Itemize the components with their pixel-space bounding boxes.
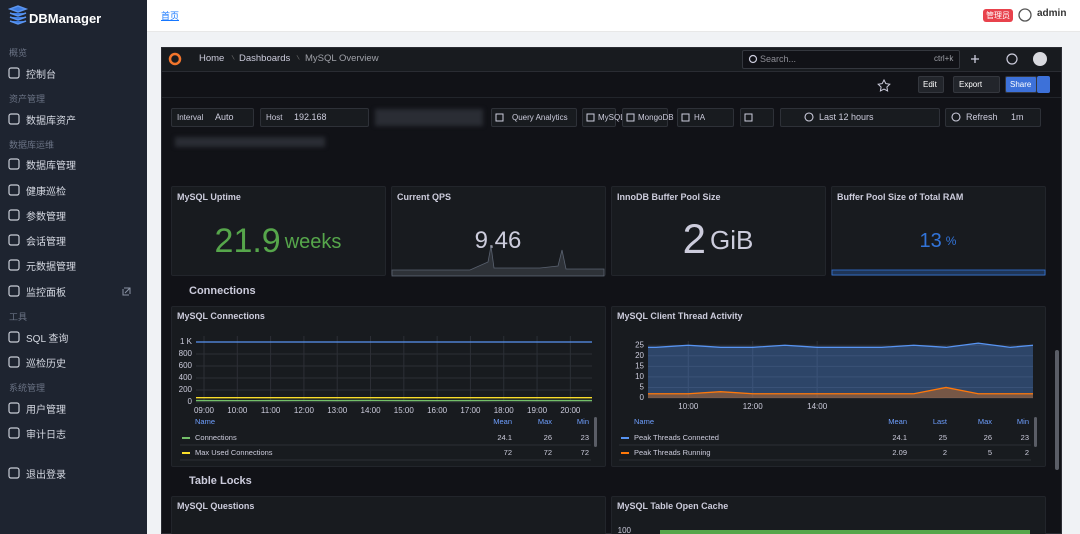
breadcrumb[interactable]: MySQL Overview [305, 53, 379, 64]
variable-box[interactable] [677, 108, 734, 127]
time-range[interactable]: Last 12 hours [819, 112, 874, 122]
variable-box[interactable] [582, 108, 616, 127]
search-shortcut: ctrl+k [934, 54, 954, 63]
variable-box[interactable] [780, 108, 940, 127]
section-heading: 资产管理 [9, 94, 46, 104]
variable-value: 192.168 [294, 112, 327, 122]
menu-item[interactable]: 数据库管理 [26, 161, 76, 172]
panel [171, 496, 606, 534]
topbar [147, 0, 1080, 32]
panel-title: MySQL Uptime [177, 192, 241, 202]
role-badge: 管理员 [983, 9, 1013, 22]
variable-box[interactable] [622, 108, 668, 127]
blurred-variables [175, 137, 325, 147]
menu-item[interactable]: 元数据管理 [26, 262, 76, 273]
user-name[interactable]: admin [1037, 8, 1067, 19]
section-heading: 系统管理 [9, 383, 46, 393]
panel [611, 496, 1046, 534]
menu-item[interactable]: 参数管理 [26, 212, 66, 223]
search-placeholder: Search... [760, 54, 797, 64]
variable-box[interactable] [260, 108, 369, 127]
menu-item[interactable]: SQL 查询 [26, 334, 69, 345]
refresh-interval[interactable]: 1m [1011, 112, 1024, 122]
variable-value: Auto [215, 112, 234, 122]
panel-title: Current QPS [397, 192, 452, 202]
section-heading: 概览 [9, 48, 28, 58]
blurred-field [375, 109, 483, 126]
variable-box[interactable] [491, 108, 577, 127]
logout[interactable]: 退出登录 [26, 470, 66, 481]
toolbar-button-label: Edit [923, 80, 937, 89]
toolbar-button[interactable] [1005, 76, 1037, 93]
dashboard-link[interactable]: MySQL [598, 113, 625, 122]
grafana-toolbar [162, 72, 1061, 98]
menu-item[interactable]: 控制台 [26, 70, 56, 81]
toolbar-button-label: Share [1010, 80, 1032, 89]
search-box[interactable] [742, 50, 960, 69]
variable-box[interactable] [171, 108, 254, 127]
panel-title: InnoDB Buffer Pool Size [617, 192, 721, 202]
variable-box[interactable] [945, 108, 1041, 127]
panel [171, 306, 606, 467]
variable-label: Host [266, 113, 283, 122]
panel-title: MySQL Table Open Cache [617, 501, 729, 511]
toolbar-button[interactable] [918, 76, 944, 93]
row-title[interactable]: Table Locks [189, 475, 252, 487]
panel-title: MySQL Client Thread Activity [617, 311, 743, 321]
variable-box[interactable] [740, 108, 774, 127]
menu-item[interactable]: 会话管理 [26, 237, 66, 248]
menu-item[interactable]: 巡检历史 [26, 359, 66, 370]
dashboard-link[interactable]: MongoDB [638, 113, 674, 122]
frame-scrollbar [1055, 350, 1059, 470]
toolbar-button-label: Export [959, 80, 983, 89]
menu-item[interactable]: 监控面板 [26, 288, 66, 299]
logo-text: DBManager [29, 11, 102, 26]
refresh[interactable]: Refresh [966, 112, 998, 122]
row-title[interactable]: Connections [189, 285, 256, 297]
section-heading: 数据库运维 [9, 140, 55, 150]
dashboard-link[interactable]: Query Analytics [512, 113, 568, 122]
menu-item[interactable]: 健康巡检 [26, 187, 66, 198]
breadcrumb[interactable]: Dashboards [239, 53, 291, 64]
share-caret[interactable] [1037, 76, 1050, 93]
menu-item[interactable]: 数据库资产 [26, 116, 76, 127]
dashboard-link[interactable]: HA [694, 113, 706, 122]
breadcrumb-link[interactable]: 首页 [161, 11, 180, 21]
variable-label: Interval [177, 113, 204, 122]
breadcrumb[interactable]: Home [199, 53, 225, 64]
panel [831, 186, 1046, 276]
menu-item[interactable]: 审计日志 [26, 430, 66, 441]
menu-item[interactable]: 用户管理 [26, 405, 66, 416]
panel [171, 186, 386, 276]
panel-title: MySQL Connections [177, 311, 265, 321]
panel-title: Buffer Pool Size of Total RAM [837, 192, 964, 202]
panel [611, 306, 1046, 467]
panel [611, 186, 826, 276]
panel-title: MySQL Questions [177, 501, 255, 511]
sidebar [0, 0, 147, 534]
section-heading: 工具 [9, 312, 28, 322]
toolbar-button[interactable] [953, 76, 1000, 93]
